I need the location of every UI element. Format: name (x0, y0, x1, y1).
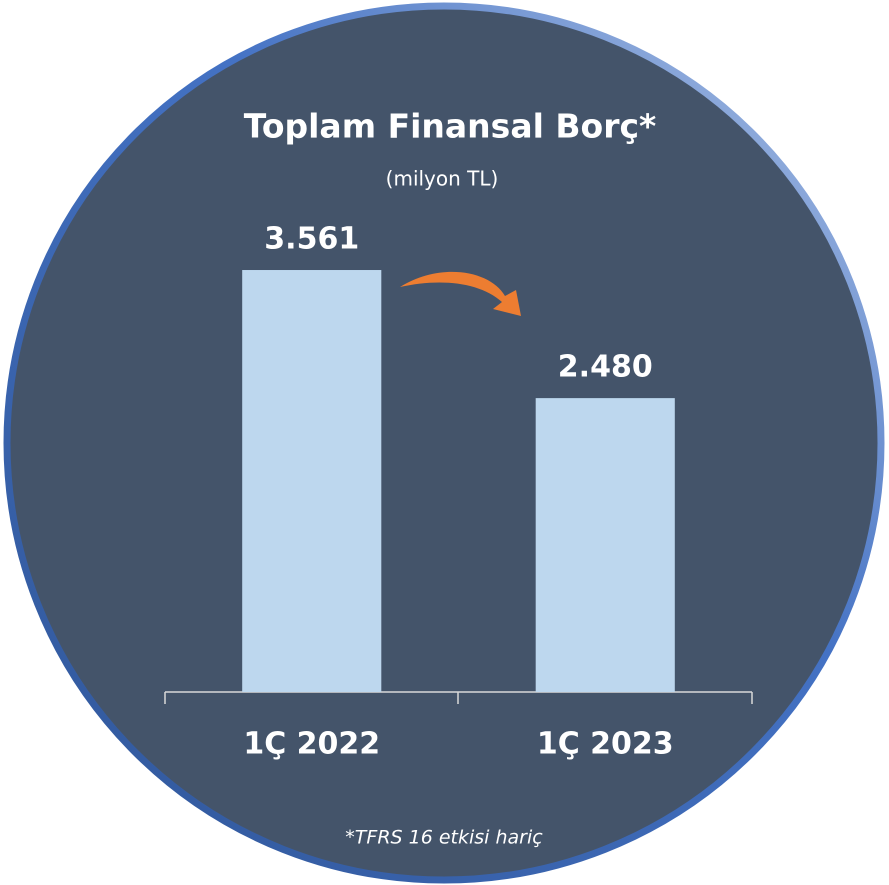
value-label: 3.561 (264, 222, 359, 257)
value-label: 2.480 (558, 350, 653, 385)
chart-title: Toplam Finansal Borç* (244, 107, 657, 146)
bar (535, 398, 675, 692)
bar (242, 270, 382, 692)
footnote: *TFRS 16 etkisi hariç (345, 827, 543, 849)
category-label: 1Ç 2022 (243, 727, 380, 762)
category-label: 1Ç 2023 (537, 727, 674, 762)
chart-subtitle: (milyon TL) (386, 167, 499, 191)
trend-arrow (400, 271, 521, 316)
